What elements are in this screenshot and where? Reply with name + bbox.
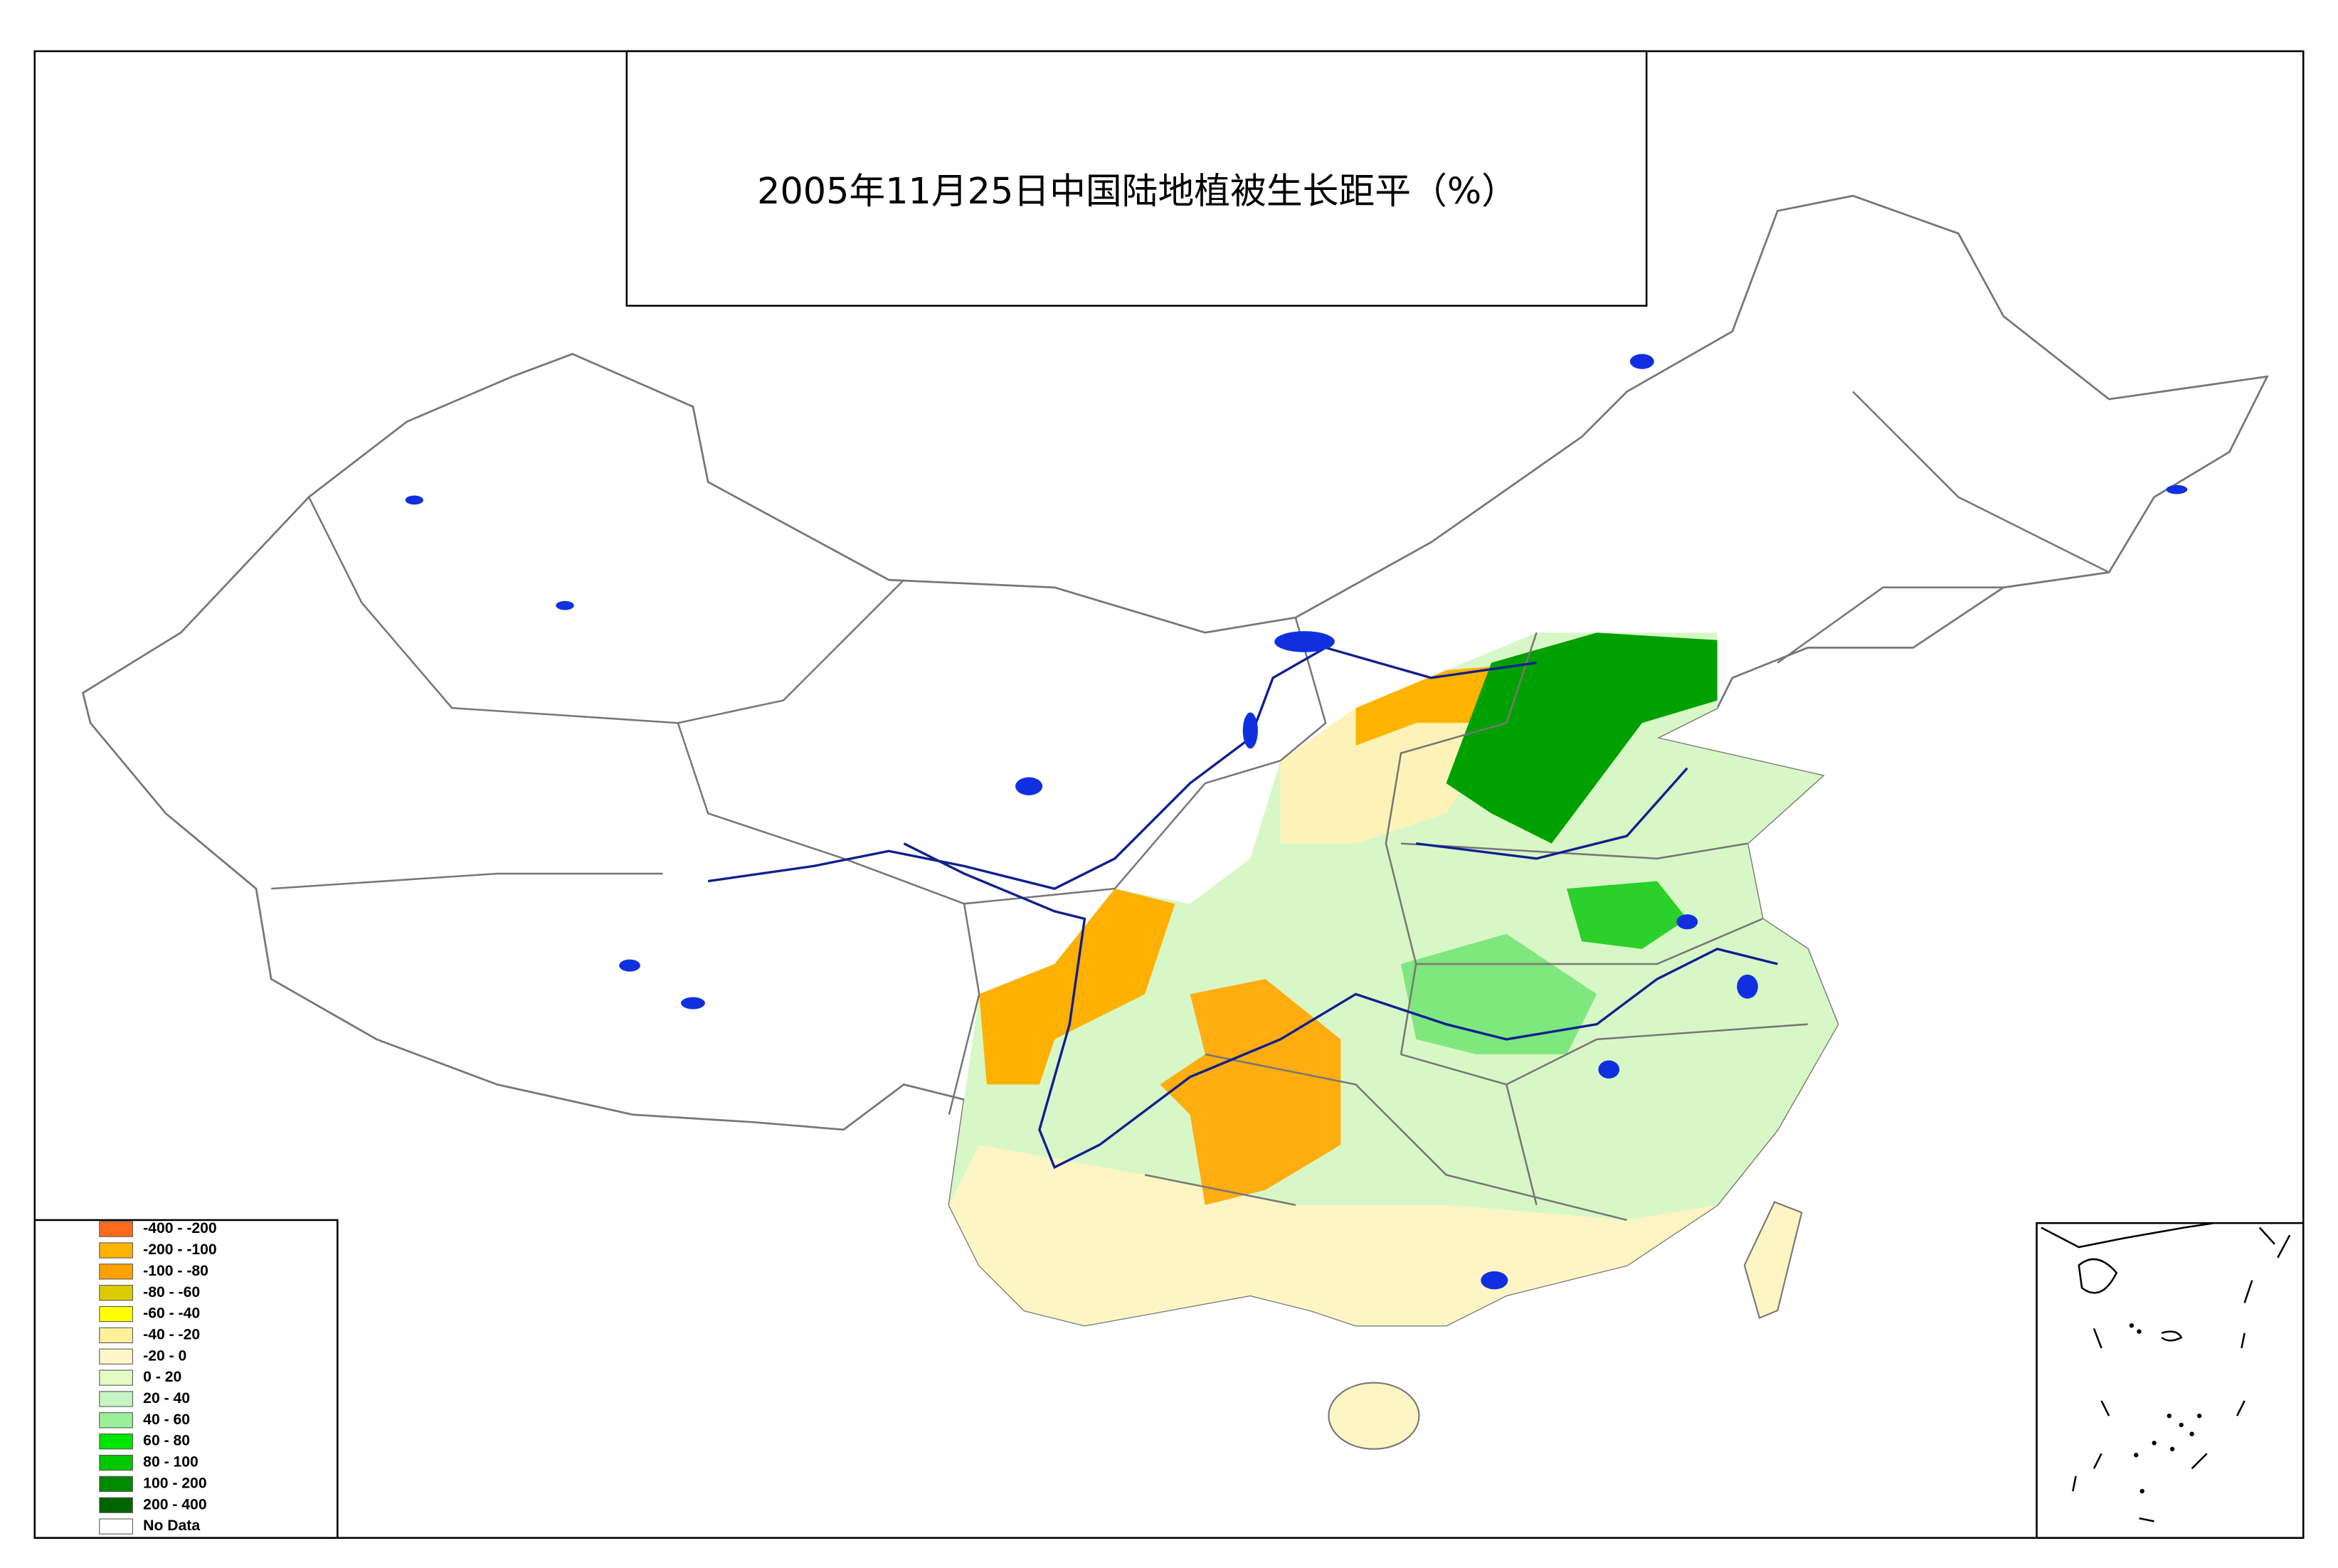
legend-swatch bbox=[99, 1412, 133, 1429]
legend-label: 40 - 60 bbox=[143, 1411, 190, 1428]
map-title: 2005年11月25日中国陆地植被生长距平（%） bbox=[757, 170, 1518, 212]
legend-label: 80 - 100 bbox=[143, 1454, 199, 1471]
title-box bbox=[625, 50, 1648, 307]
legend-label: -40 - -20 bbox=[143, 1326, 200, 1342]
legend-swatch bbox=[99, 1348, 133, 1365]
inset-box bbox=[2036, 1222, 2305, 1539]
legend-label: -20 - 0 bbox=[143, 1347, 186, 1364]
legend-label: No Data bbox=[143, 1517, 200, 1534]
legend: -400 - -200 -200 - -100 -100 - -80 -80 - -6… bbox=[99, 1220, 217, 1535]
legend-label: 0 - 20 bbox=[143, 1369, 181, 1385]
anomaly-sichuan bbox=[979, 889, 1175, 1085]
legend-swatch bbox=[99, 1242, 133, 1259]
legend-label: -100 - -80 bbox=[143, 1263, 208, 1279]
province-borders bbox=[271, 391, 2110, 1222]
legend-label: -80 - -60 bbox=[143, 1284, 200, 1301]
china-map bbox=[81, 194, 2269, 1450]
legend-swatch bbox=[99, 1518, 133, 1535]
legend-swatch bbox=[99, 1285, 133, 1301]
legend-label: -400 - -200 bbox=[143, 1220, 217, 1236]
legend-swatch bbox=[99, 1264, 133, 1280]
green-hebei bbox=[1446, 632, 1718, 844]
legend-swatch bbox=[99, 1370, 133, 1386]
vegetation-base bbox=[948, 632, 1839, 1326]
legend-label: 100 - 200 bbox=[143, 1475, 206, 1491]
yellow-river bbox=[707, 646, 1688, 890]
legend-label: 200 - 400 bbox=[143, 1496, 206, 1513]
vegetation-south bbox=[948, 1145, 1718, 1326]
legend-label: 60 - 80 bbox=[143, 1433, 190, 1449]
legend-swatch bbox=[99, 1434, 133, 1450]
legend-swatch bbox=[99, 1327, 133, 1344]
green-henan bbox=[1566, 881, 1688, 949]
yangtze-river bbox=[903, 842, 1778, 1170]
south-china-sea-inset bbox=[2041, 1222, 2291, 1522]
legend-label: -60 - -40 bbox=[143, 1305, 200, 1322]
taiwan bbox=[1743, 1201, 1803, 1319]
legend-swatch bbox=[99, 1497, 133, 1513]
anomaly-guizhou bbox=[1160, 979, 1341, 1205]
lakes bbox=[405, 354, 2188, 1290]
legend-box bbox=[33, 1219, 339, 1539]
legend-swatch bbox=[99, 1454, 133, 1471]
legend-swatch bbox=[99, 1476, 133, 1492]
legend-swatch bbox=[99, 1305, 133, 1323]
legend-label: -200 - -100 bbox=[143, 1241, 217, 1258]
legend-swatch bbox=[99, 1391, 133, 1407]
hainan bbox=[1328, 1382, 1420, 1450]
legend-label: 20 - 40 bbox=[143, 1390, 190, 1407]
legend-swatch bbox=[99, 1221, 133, 1237]
